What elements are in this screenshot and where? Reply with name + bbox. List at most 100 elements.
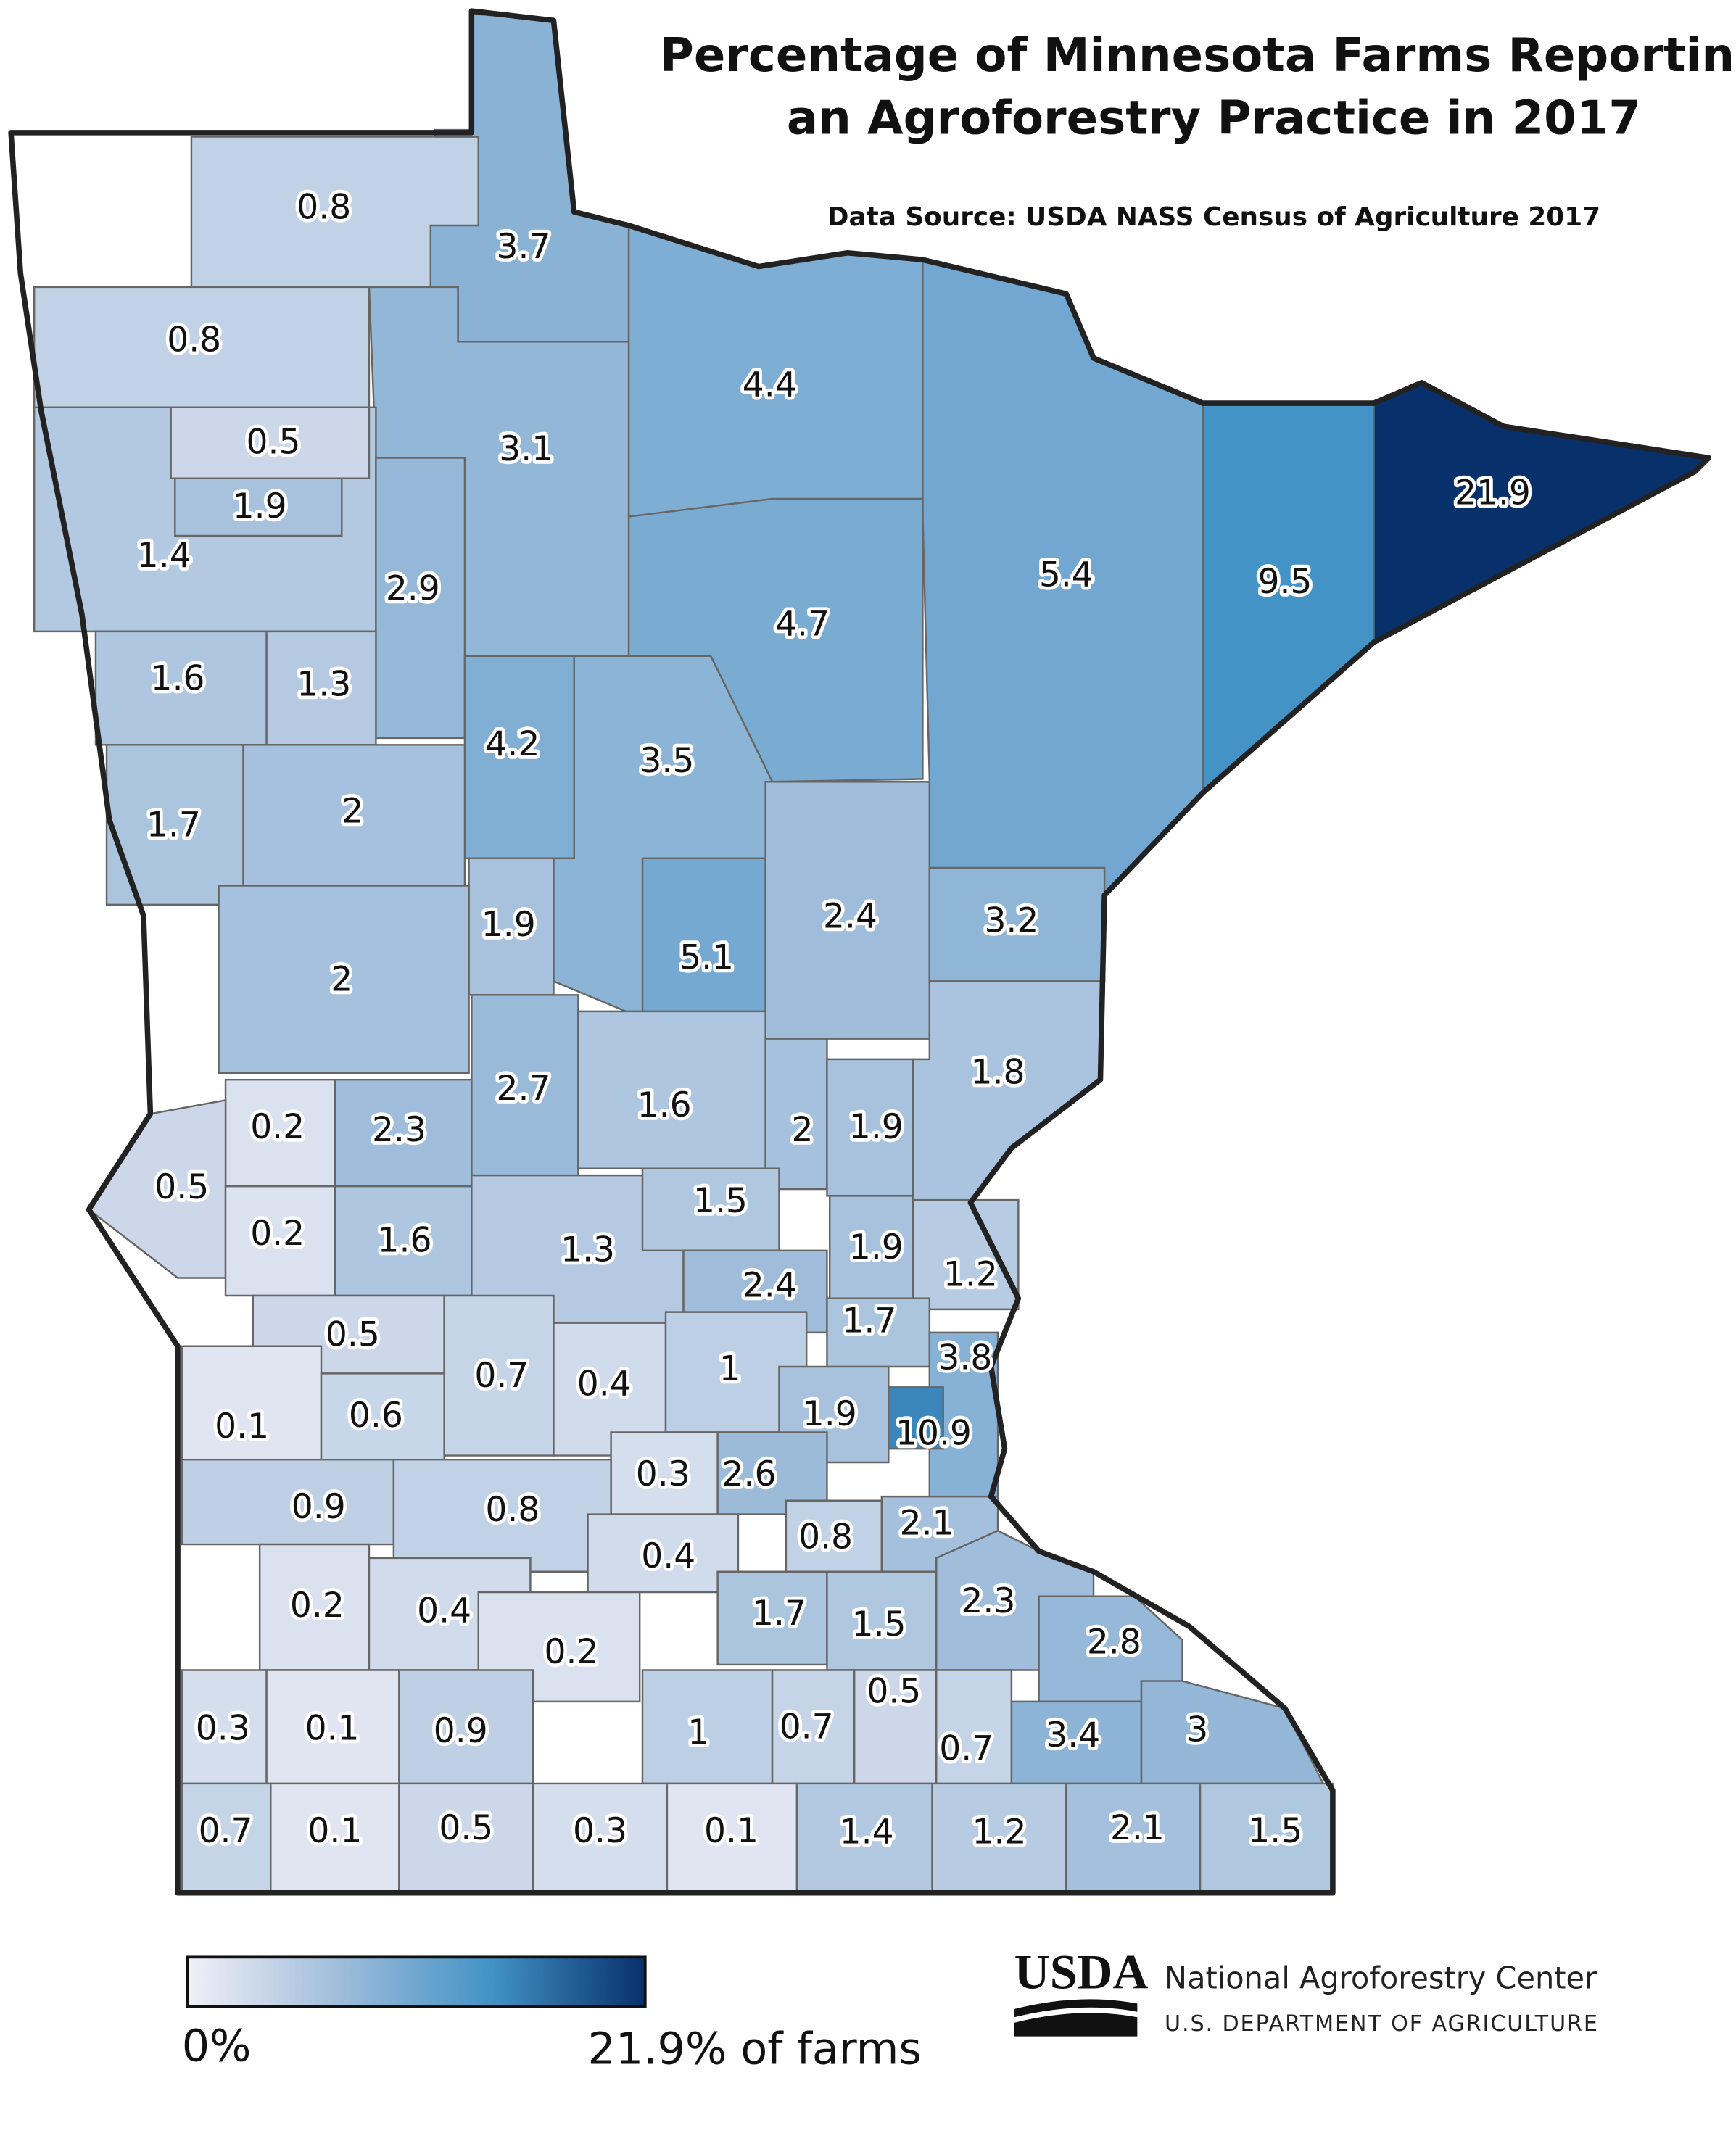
county-label: 4.7 — [775, 604, 830, 644]
county-label: 1.9 — [233, 486, 287, 526]
county-label: 0.6 — [349, 1396, 403, 1436]
county-label: 2.4 — [823, 897, 877, 937]
county-label: 3 — [1186, 1710, 1208, 1750]
county-label: 0.1 — [215, 1407, 269, 1446]
county-label: 0.9 — [292, 1487, 346, 1527]
county-label: 0.1 — [307, 1811, 362, 1851]
county-label: 1.5 — [852, 1604, 906, 1644]
county-label: 10.9 — [896, 1413, 972, 1453]
county-label: 2.8 — [1087, 1623, 1141, 1663]
county-label: 2.6 — [722, 1454, 777, 1494]
county-label: 0.4 — [417, 1591, 471, 1631]
labels: 0.80.83.73.14.45.4 9.521.91.40.51.92.94.7… — [133, 184, 1534, 1856]
county-label: 1.7 — [752, 1594, 806, 1634]
county-label: 0.5 — [247, 423, 301, 463]
county-label: 1.9 — [849, 1107, 904, 1147]
logo-org: National Agroforestry Center — [1165, 1961, 1597, 1996]
county-label: 1.9 — [481, 905, 536, 945]
county-label: 5.4 — [1039, 555, 1094, 595]
county-label: 0.2 — [250, 1107, 305, 1147]
county-label: 0.8 — [485, 1490, 540, 1530]
title-line: an Agroforestry Practice in 2017 — [787, 92, 1641, 146]
county-label: 1.9 — [803, 1394, 857, 1434]
legend-max: 21.9% of farms — [588, 2024, 922, 2074]
county-label: 0.2 — [250, 1214, 305, 1254]
county-label: 1.3 — [561, 1230, 615, 1270]
county — [912, 1198, 1020, 1311]
county-label: 2.4 — [743, 1266, 797, 1306]
county-label: 0.7 — [780, 1707, 834, 1747]
county-label: 1 — [719, 1349, 741, 1389]
county-label: 0.1 — [704, 1811, 759, 1851]
county-label: 0.3 — [636, 1454, 690, 1494]
county-label: 5.1 — [679, 937, 734, 977]
legend-min: 0% — [182, 2021, 252, 2072]
county-label: 0.1 — [305, 1708, 360, 1748]
source: Data Source: USDA NASS Census of Agricul… — [827, 202, 1600, 232]
county-label: 3.8 — [938, 1338, 992, 1378]
county-label: 1.2 — [972, 1813, 1027, 1852]
county — [888, 1386, 944, 1450]
county-label: 1.6 — [151, 659, 205, 699]
county — [170, 406, 371, 479]
county-label: 0.3 — [573, 1811, 627, 1851]
county-label: 0.8 — [297, 187, 351, 227]
county-label: 0.2 — [544, 1632, 598, 1672]
county-label: 0.7 — [474, 1356, 529, 1396]
county-label: 1.5 — [693, 1181, 748, 1221]
county-label: 3.5 — [640, 741, 694, 781]
county-label: 1 — [687, 1713, 709, 1752]
county-label: 1.6 — [637, 1085, 692, 1125]
county-label: 0.9 — [434, 1711, 488, 1751]
county-label: 3.2 — [984, 900, 1038, 940]
title-line: Percentage of Minnesota Farms Reporting — [660, 29, 1736, 83]
county-label: 1.4 — [137, 536, 191, 576]
legend-bar — [186, 1955, 647, 2008]
county-label: 0.5 — [154, 1167, 209, 1207]
county-label: 2.9 — [386, 568, 440, 608]
county-label: 1.6 — [378, 1220, 432, 1260]
county-label: 4.4 — [743, 365, 797, 405]
county-label: 3.7 — [497, 227, 551, 267]
county-label: 1.9 — [849, 1227, 904, 1267]
county-label: 9.5 — [1257, 562, 1312, 602]
county-label: 1.8 — [971, 1053, 1025, 1093]
county-label: 0.7 — [939, 1729, 993, 1769]
logo-mark: USDA — [1014, 1945, 1149, 2000]
county-label: 2 — [792, 1110, 814, 1150]
county — [174, 477, 343, 537]
county-label: 0.2 — [290, 1586, 344, 1626]
county-label: 0.5 — [439, 1808, 493, 1848]
logo-dept: U.S. DEPARTMENT OF AGRICULTURE — [1165, 2011, 1599, 2037]
county-label: 0.8 — [167, 320, 221, 360]
county-label: 2.3 — [961, 1581, 1015, 1621]
county-label: 1.3 — [297, 664, 351, 704]
county-label: 1.4 — [840, 1813, 894, 1852]
county — [218, 885, 470, 1074]
county-label: 0.4 — [577, 1364, 632, 1404]
county-label: 0.8 — [798, 1517, 853, 1557]
counties — [33, 12, 1711, 1894]
county-label: 3.1 — [499, 429, 553, 469]
county-label: 3.4 — [1046, 1715, 1100, 1755]
county-label: 0.5 — [326, 1315, 380, 1355]
county-label: 2 — [331, 959, 352, 999]
county-label: 0.3 — [196, 1708, 250, 1748]
county-label: 1.7 — [146, 805, 201, 845]
logo-swoosh — [1014, 1999, 1138, 2037]
county — [181, 1458, 395, 1546]
county-label: 4.2 — [485, 724, 540, 764]
county-label: 1.2 — [943, 1255, 998, 1295]
county-label: 2 — [342, 792, 363, 832]
county-label: 0.5 — [867, 1672, 921, 1712]
county-label: 1.5 — [1248, 1811, 1302, 1851]
county-label: 2.7 — [497, 1069, 551, 1109]
county — [1373, 381, 1711, 644]
county-label: 2.3 — [372, 1110, 426, 1150]
county-label: 21.9 — [1455, 473, 1531, 513]
state-outline — [8, 8, 1712, 1896]
county-label: 1.7 — [842, 1301, 896, 1341]
county-label: 2.1 — [1110, 1808, 1165, 1848]
county-label: 2.1 — [900, 1504, 954, 1544]
